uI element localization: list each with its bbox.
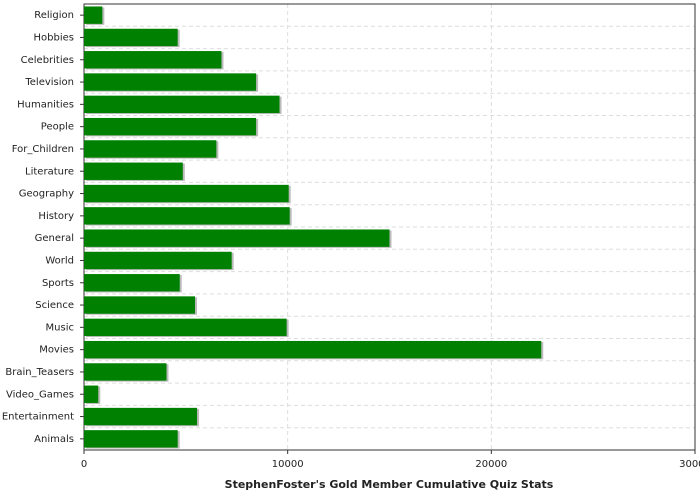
y-tick-label: General bbox=[35, 233, 74, 244]
bar bbox=[84, 162, 183, 180]
y-tick-label: Brain_Teasers bbox=[5, 367, 74, 378]
bar bbox=[84, 6, 103, 24]
bar bbox=[84, 385, 99, 403]
bar bbox=[84, 73, 257, 91]
bar bbox=[84, 117, 257, 136]
bar bbox=[84, 184, 289, 203]
bar bbox=[84, 140, 217, 158]
y-tick-label: Video_Games bbox=[6, 389, 74, 400]
y-tick-label: Literature bbox=[25, 166, 74, 177]
y-tick-label: World bbox=[45, 255, 74, 266]
y-tick-label: History bbox=[38, 211, 74, 222]
bar bbox=[84, 430, 178, 448]
y-tick-label: For_Children bbox=[12, 144, 74, 155]
bar bbox=[84, 207, 290, 225]
x-tick-label: 0 bbox=[81, 459, 87, 470]
bar bbox=[84, 340, 542, 359]
y-tick-label: Sports bbox=[42, 278, 74, 289]
x-tick-label: 20000 bbox=[475, 459, 507, 470]
y-tick-label: Movies bbox=[39, 345, 74, 356]
x-tick-label: 30000 bbox=[679, 459, 700, 470]
y-tick-label: Geography bbox=[19, 189, 74, 200]
y-tick-label: Music bbox=[46, 322, 74, 333]
plot-frame bbox=[83, 3, 696, 451]
y-tick-label: Celebrities bbox=[21, 55, 74, 66]
bar bbox=[84, 318, 287, 337]
y-tick-label: Humanities bbox=[17, 99, 74, 110]
bar bbox=[84, 363, 167, 381]
bar bbox=[84, 251, 232, 270]
x-axis-title: StephenFoster's Gold Member Cumulative Q… bbox=[225, 478, 554, 491]
bar bbox=[84, 28, 178, 47]
y-tick-label: Animals bbox=[34, 434, 74, 445]
bar bbox=[84, 51, 222, 69]
y-tick-label: Science bbox=[35, 300, 74, 311]
bar bbox=[84, 95, 280, 114]
bar bbox=[84, 274, 180, 292]
bar bbox=[84, 407, 198, 426]
y-tick-label: Entertainment bbox=[2, 412, 74, 423]
y-tick-label: Television bbox=[24, 77, 74, 88]
y-tick-label: Hobbies bbox=[34, 32, 74, 43]
bar bbox=[84, 296, 195, 314]
bar bbox=[84, 229, 390, 247]
y-tick-label: Religion bbox=[34, 10, 74, 21]
x-tick-label: 10000 bbox=[272, 459, 304, 470]
y-tick-label: People bbox=[41, 122, 74, 133]
